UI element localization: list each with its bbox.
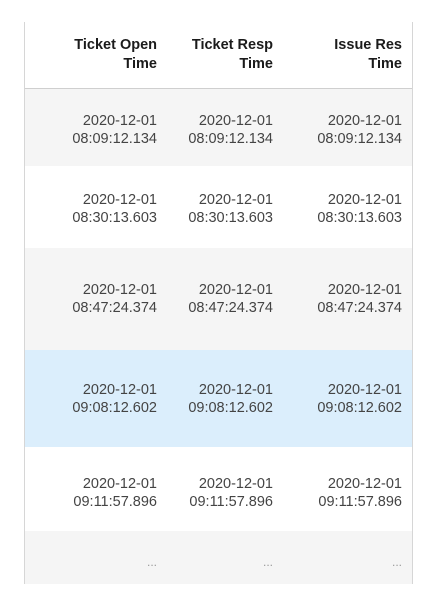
table-cell: 2020-12-01 08:09:12.134 [72, 113, 157, 147]
table-cell: 2020-12-01 08:47:24.374 [317, 282, 402, 316]
table-cell: 2020-12-01 09:08:12.602 [317, 382, 402, 416]
table-cell: 2020-12-01 08:30:13.603 [72, 192, 157, 226]
ellipsis-cell: ... [391, 555, 402, 569]
table-cell: 2020-12-01 09:08:12.602 [72, 382, 157, 416]
table-row-ellipsis: ... ... ... [25, 531, 412, 584]
column-header-ticket-resp-time[interactable]: Ticket Resp Time [191, 37, 273, 72]
ellipsis-cell: ... [262, 555, 273, 569]
table-row[interactable]: 2020-12-01 08:47:24.374 2020-12-01 08:47… [25, 248, 412, 350]
table-cell: 2020-12-01 08:30:13.603 [317, 192, 402, 226]
table-cell: 2020-12-01 08:09:12.134 [188, 113, 273, 147]
table-row[interactable]: 2020-12-01 09:11:57.896 2020-12-01 09:11… [25, 447, 412, 531]
table-row[interactable]: 2020-12-01 08:09:12.134 2020-12-01 08:09… [25, 89, 412, 166]
data-table: Ticket Open Time Ticket Resp Time Issue … [24, 22, 413, 584]
table-cell: 2020-12-01 09:11:57.896 [73, 476, 157, 510]
column-header-issue-res-time[interactable]: Issue Res Time [334, 37, 402, 72]
table-row-highlighted[interactable]: 2020-12-01 09:08:12.602 2020-12-01 09:08… [25, 350, 412, 447]
ellipsis-cell: ... [146, 555, 157, 569]
table-row[interactable]: 2020-12-01 08:30:13.603 2020-12-01 08:30… [25, 166, 412, 248]
table-cell: 2020-12-01 09:08:12.602 [188, 382, 273, 416]
table-cell: 2020-12-01 09:11:57.896 [318, 476, 402, 510]
table-cell: 2020-12-01 08:47:24.374 [72, 282, 157, 316]
table-cell: 2020-12-01 08:30:13.603 [188, 192, 273, 226]
column-header-ticket-open-time[interactable]: Ticket Open Time [74, 37, 157, 72]
table-cell: 2020-12-01 09:11:57.896 [189, 476, 273, 510]
table-cell: 2020-12-01 08:47:24.374 [188, 282, 273, 316]
table-header: Ticket Open Time Ticket Resp Time Issue … [25, 22, 412, 89]
table-cell: 2020-12-01 08:09:12.134 [317, 113, 402, 147]
